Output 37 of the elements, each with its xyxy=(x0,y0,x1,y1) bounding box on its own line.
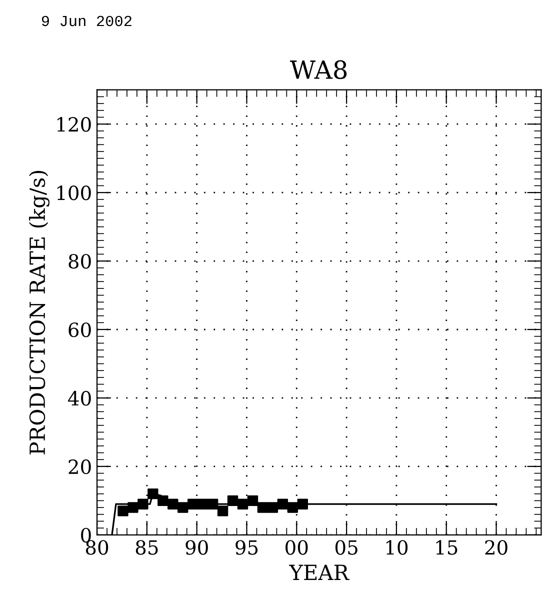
x-tick-label: 05 xyxy=(335,540,358,555)
point xyxy=(267,502,278,513)
point xyxy=(217,506,228,516)
y-tick-label: 80 xyxy=(68,254,91,269)
point xyxy=(138,498,148,510)
y-tick-label: 60 xyxy=(68,322,91,338)
y-tick-label: 100 xyxy=(57,186,91,200)
x-tick-label: 10 xyxy=(386,540,408,555)
point xyxy=(158,495,168,506)
x-tick-label: 20 xyxy=(485,540,508,555)
x-tick-label: 00 xyxy=(286,540,308,555)
point xyxy=(187,498,198,510)
point xyxy=(168,498,178,510)
y-tick-label: 120 xyxy=(57,117,91,132)
point xyxy=(297,498,308,510)
chart-title: WA8 xyxy=(290,60,347,80)
x-tick-label: 90 xyxy=(186,540,208,555)
point xyxy=(118,506,128,516)
point xyxy=(177,502,188,513)
point xyxy=(287,502,298,513)
x-tick-label: 95 xyxy=(236,540,258,555)
y-axis-title: PRODUCTION RATE (kg/s) xyxy=(29,170,50,454)
x-tick-label: 15 xyxy=(436,540,458,555)
point xyxy=(148,488,158,500)
x-axis-title: YEAR xyxy=(289,564,350,580)
point xyxy=(277,498,288,510)
point xyxy=(247,495,258,506)
point xyxy=(128,502,138,513)
text: 9 Jun 2002 xyxy=(42,16,132,26)
y-tick-label: 40 xyxy=(68,390,91,406)
point xyxy=(227,495,238,506)
x-tick-label: 85 xyxy=(136,540,158,555)
point xyxy=(257,502,268,513)
point xyxy=(207,498,218,510)
point xyxy=(197,498,208,510)
point xyxy=(237,498,248,510)
y-tick-label: 20 xyxy=(68,459,91,474)
